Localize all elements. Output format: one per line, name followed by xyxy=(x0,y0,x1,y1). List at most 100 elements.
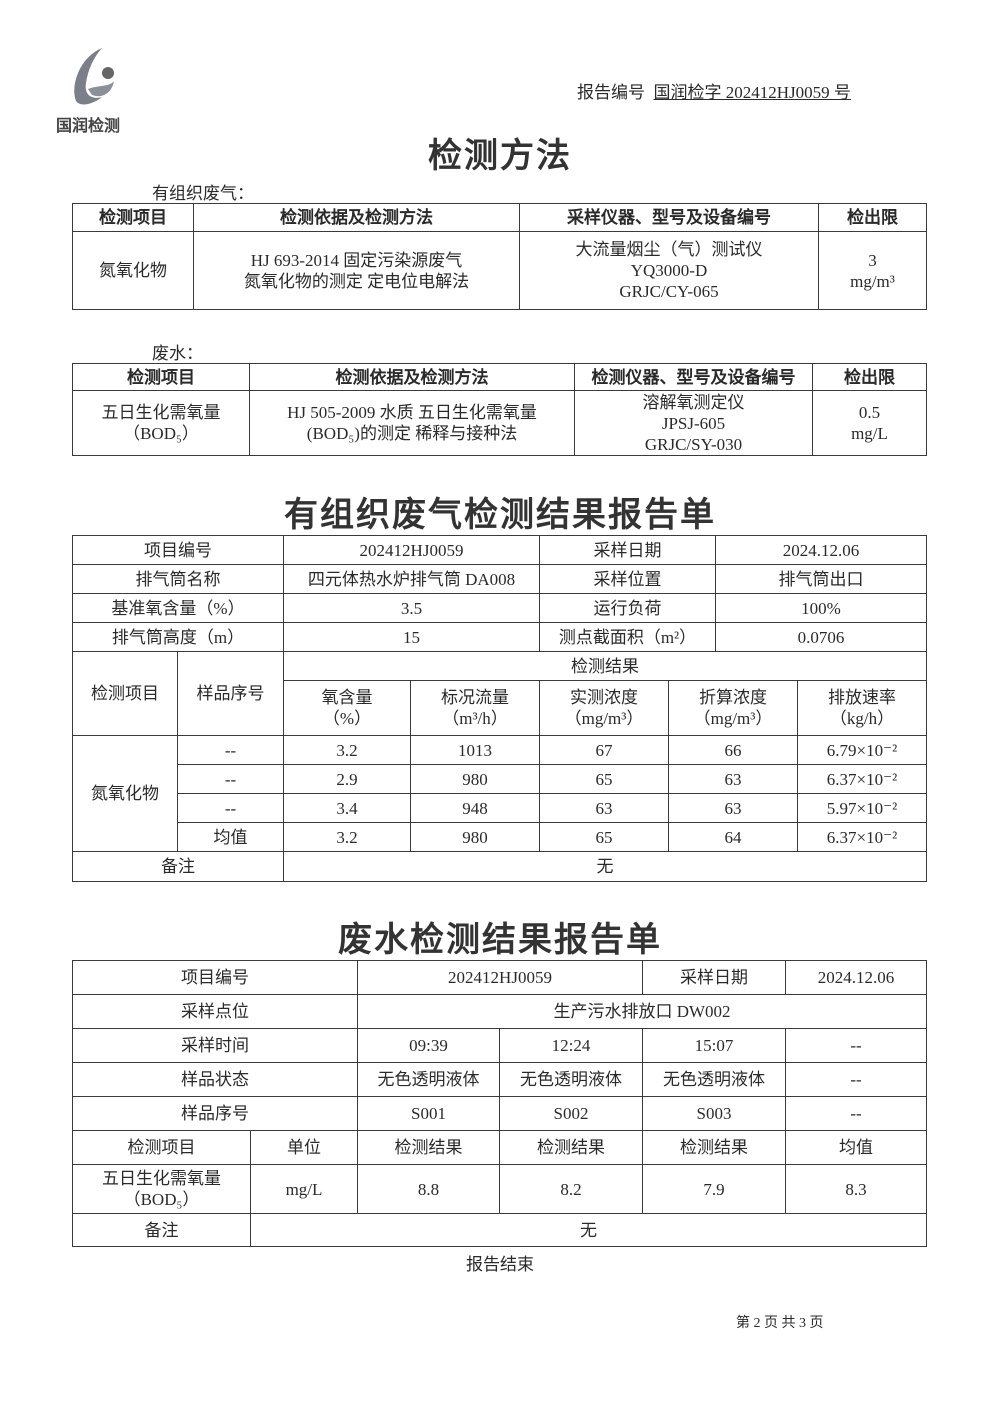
cell: 980 xyxy=(410,764,540,794)
value-cell: 8.8 xyxy=(357,1164,500,1214)
cell: 63 xyxy=(668,793,798,823)
column-header: 标况流量 （m³/h） xyxy=(410,680,540,736)
cell: -- xyxy=(177,764,284,794)
header-cell: 检测项目 xyxy=(72,203,194,232)
header-cell: 检测结果 xyxy=(499,1130,643,1165)
cell: 100% xyxy=(715,593,927,623)
limit-cell: 0.5 mg/L xyxy=(812,390,927,456)
result-row: -- 3.4 948 63 63 5.97×10⁻² xyxy=(73,793,927,823)
value-cell: S003 xyxy=(642,1096,786,1131)
cell: 采样位置 xyxy=(539,564,716,594)
value-cell: 2024.12.06 xyxy=(785,960,927,995)
company-logo: 国润检测 xyxy=(56,45,136,135)
cell: 样品序号 xyxy=(177,651,284,736)
water-result-table: 项目编号 202412HJ0059 采样日期 2024.12.06 采样点位 生产污水排… xyxy=(72,960,927,1247)
gas-method-table: 检测项目 检测依据及检测方法 采样仪器、型号及设备编号 检出限 氮氧化物 HJ 693… xyxy=(72,203,927,310)
label-cell: 样品状态 xyxy=(72,1062,358,1097)
instrument-cell: 溶解氧测定仪 JPSJ-605 GRJC/SY-030 xyxy=(574,390,813,456)
cell: 5.97×10⁻² xyxy=(797,793,927,823)
value-cell: 7.9 xyxy=(642,1164,786,1214)
report-number-value: 国润检字 202412HJ0059 号 xyxy=(653,83,851,102)
cell: 2.9 xyxy=(283,764,411,794)
value-cell: 202412HJ0059 xyxy=(357,960,643,995)
remark-value: 无 xyxy=(250,1213,927,1247)
cell: 6.79×10⁻² xyxy=(797,735,927,765)
cell: 均值 xyxy=(177,822,284,852)
gas-section-label: 有组织废气： xyxy=(152,184,254,203)
column-header: 实测浓度 （mg/m³） xyxy=(539,680,669,736)
report-number: 报告编号 国润检字 202412HJ0059 号 xyxy=(577,78,851,103)
result-row: 氮氧化物 -- 3.2 1013 67 66 6.79×10⁻² xyxy=(72,735,927,852)
cell: 排气筒高度（m） xyxy=(72,622,284,652)
cell: 0.0706 xyxy=(715,622,927,652)
method-cell: HJ 505-2009 水质 五日生化需氧量 (BOD₅)的测定 稀释与接种法 xyxy=(249,390,575,456)
header-cell: 均值 xyxy=(785,1130,927,1165)
value-cell: 8.3 xyxy=(785,1164,927,1214)
cell: 测点截面积（m²） xyxy=(539,622,716,652)
cell: 948 xyxy=(410,793,540,823)
value-cell: 无色透明液体 xyxy=(357,1062,500,1097)
cell: 63 xyxy=(539,793,669,823)
instrument-cell: 大流量烟尘（气）测试仪 YQ3000-D GRJC/CY-065 xyxy=(519,231,819,310)
result-row: -- 2.9 980 65 63 6.37×10⁻² xyxy=(73,764,927,794)
cell: -- xyxy=(177,735,284,765)
cell: 无 xyxy=(283,851,927,882)
item-cell: 氮氧化物 xyxy=(72,231,194,310)
cell: 65 xyxy=(539,764,669,794)
cell: 检测项目 xyxy=(72,651,178,736)
remark-label: 备注 xyxy=(72,1213,251,1247)
logo-text: 国润检测 xyxy=(56,116,121,135)
cell: 202412HJ0059 xyxy=(283,535,540,565)
page-number: 第 2 页 共 3 页 xyxy=(736,1316,824,1331)
cell: 6.37×10⁻² xyxy=(797,764,927,794)
cell: 基准氧含量（%） xyxy=(72,593,284,623)
cell: -- xyxy=(177,793,284,823)
cell: 3.2 xyxy=(283,735,411,765)
unit-cell: mg/L xyxy=(250,1164,358,1214)
value-cell: 12:24 xyxy=(499,1028,643,1063)
value-cell: -- xyxy=(785,1096,927,1131)
value-cell: S002 xyxy=(499,1096,643,1131)
cell: 运行负荷 xyxy=(539,593,716,623)
method-cell: HJ 693-2014 固定污染源废气 氮氧化物的测定 定电位电解法 xyxy=(193,231,520,310)
value-cell: -- xyxy=(785,1028,927,1063)
column-header: 氧含量 （%） xyxy=(283,680,411,736)
cell: 3.5 xyxy=(283,593,540,623)
value-cell: 无色透明液体 xyxy=(642,1062,786,1097)
cell: 排气筒出口 xyxy=(715,564,927,594)
logo-icon xyxy=(74,48,114,105)
label-cell: 项目编号 xyxy=(72,960,358,995)
cell: 980 xyxy=(410,822,540,852)
cell: 64 xyxy=(668,822,798,852)
header-cell: 检测结果 xyxy=(642,1130,786,1165)
cell: 2024.12.06 xyxy=(715,535,927,565)
report-number-label: 报告编号 xyxy=(577,83,645,102)
gas-result-table: 项目编号 202412HJ0059 采样日期 2024.12.06 排气筒名称 四元体热水… xyxy=(72,535,927,882)
report-end: 报告结束 xyxy=(466,1255,534,1274)
label-cell: 样品序号 xyxy=(72,1096,358,1131)
result-row: 均值 3.2 980 65 64 6.37×10⁻² xyxy=(73,822,927,852)
methods-title: 检测方法 xyxy=(428,138,572,175)
cell: 3.4 xyxy=(283,793,411,823)
header-cell: 单位 xyxy=(250,1130,358,1165)
value-cell: S001 xyxy=(357,1096,500,1131)
water-method-table: 检测项目 检测依据及检测方法 检测仪器、型号及设备编号 检出限 五日生化需氧量 （BOD… xyxy=(72,363,927,456)
cell: 65 xyxy=(539,822,669,852)
header-cell: 检测仪器、型号及设备编号 xyxy=(574,363,813,391)
cell: 15 xyxy=(283,622,540,652)
item-cell: 五日生化需氧量 （BOD₅） xyxy=(72,1164,251,1214)
column-header: 折算浓度 （mg/m³） xyxy=(668,680,798,736)
cell: 63 xyxy=(668,764,798,794)
header-cell: 检测结果 xyxy=(357,1130,500,1165)
label-cell: 采样点位 xyxy=(72,994,358,1029)
value-cell: 15:07 xyxy=(642,1028,786,1063)
value-cell: 8.2 xyxy=(499,1164,643,1214)
cell: 66 xyxy=(668,735,798,765)
value-cell: -- xyxy=(785,1062,927,1097)
cell: 排气筒名称 xyxy=(72,564,284,594)
item-cell: 五日生化需氧量 （BOD₅） xyxy=(72,390,250,456)
header-cell: 检测依据及检测方法 xyxy=(249,363,575,391)
cell: 3.2 xyxy=(283,822,411,852)
water-section-label: 废水： xyxy=(152,344,203,363)
